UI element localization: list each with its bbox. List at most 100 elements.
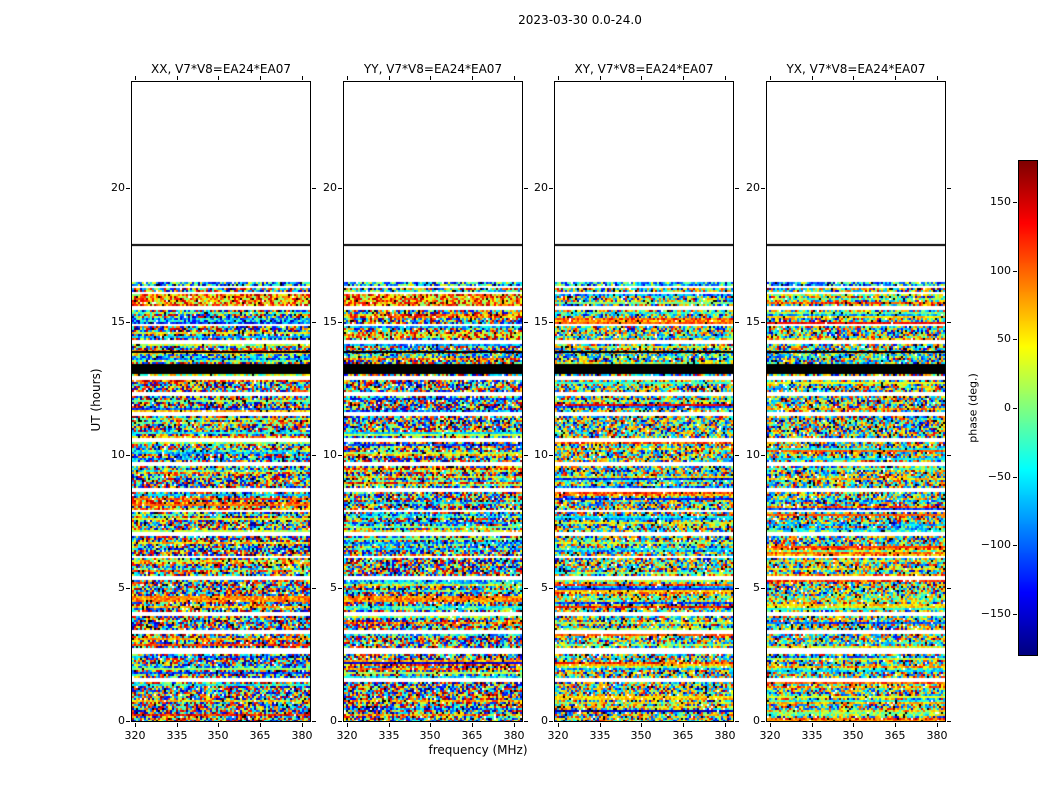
- y-tick: [524, 721, 528, 722]
- x-tick-label: 320: [547, 729, 569, 742]
- x-tick: [641, 76, 642, 80]
- x-tick: [430, 723, 431, 727]
- x-tick: [260, 76, 261, 80]
- x-tick-label: 380: [503, 729, 525, 742]
- y-tick: [312, 322, 316, 323]
- y-tick: [549, 188, 553, 189]
- colorbar-tick: [1013, 545, 1017, 546]
- x-tick: [812, 723, 813, 727]
- x-tick: [812, 76, 813, 80]
- y-tick-label: 15: [746, 315, 760, 328]
- x-tick: [600, 723, 601, 727]
- x-tick-label: 380: [926, 729, 948, 742]
- y-tick: [524, 588, 528, 589]
- x-tick: [937, 76, 938, 80]
- y-tick: [312, 455, 316, 456]
- panel-xy: [554, 81, 734, 722]
- x-tick: [177, 723, 178, 727]
- colorbar-tick-label: −150: [980, 607, 1011, 620]
- y-tick: [549, 322, 553, 323]
- colorbar-gradient: [1019, 161, 1037, 655]
- heatmap-yy: [344, 82, 522, 721]
- x-tick: [135, 76, 136, 80]
- y-tick: [549, 721, 553, 722]
- x-tick: [558, 723, 559, 727]
- y-tick: [549, 588, 553, 589]
- y-tick-label: 0: [118, 714, 125, 727]
- panel-title-xy: XY, V7*V8=EA24*EA07: [574, 62, 714, 76]
- x-tick-label: 335: [589, 729, 611, 742]
- y-tick: [761, 188, 765, 189]
- colorbar-tick-label: 50: [997, 332, 1011, 345]
- y-tick-label: 5: [541, 581, 548, 594]
- x-tick: [770, 723, 771, 727]
- colorbar-tick: [1013, 408, 1017, 409]
- y-tick-label: 0: [753, 714, 760, 727]
- x-tick: [472, 723, 473, 727]
- y-tick: [761, 322, 765, 323]
- y-tick: [735, 455, 739, 456]
- y-tick: [549, 455, 553, 456]
- y-tick: [312, 188, 316, 189]
- x-tick-label: 365: [461, 729, 483, 742]
- x-tick-label: 365: [884, 729, 906, 742]
- x-tick: [558, 76, 559, 80]
- x-tick: [895, 723, 896, 727]
- x-tick-label: 335: [378, 729, 400, 742]
- y-tick: [126, 455, 130, 456]
- y-tick: [524, 455, 528, 456]
- y-tick-label: 20: [746, 181, 760, 194]
- y-tick-label: 10: [323, 448, 337, 461]
- x-tick-label: 335: [166, 729, 188, 742]
- y-tick: [735, 322, 739, 323]
- y-tick-label: 5: [330, 581, 337, 594]
- x-tick-label: 320: [759, 729, 781, 742]
- x-tick: [218, 76, 219, 80]
- x-tick: [302, 76, 303, 80]
- y-tick: [338, 455, 342, 456]
- x-tick: [853, 76, 854, 80]
- x-tick: [389, 76, 390, 80]
- x-tick: [347, 76, 348, 80]
- panel-yx: [766, 81, 946, 722]
- colorbar-tick: [1013, 339, 1017, 340]
- y-axis-label: UT (hours): [89, 368, 103, 432]
- x-tick: [895, 76, 896, 80]
- y-tick: [761, 455, 765, 456]
- y-tick: [126, 188, 130, 189]
- y-tick: [947, 188, 951, 189]
- x-tick: [218, 723, 219, 727]
- x-tick: [683, 76, 684, 80]
- x-tick-label: 350: [630, 729, 652, 742]
- x-tick: [389, 723, 390, 727]
- x-axis-label: frequency (MHz): [428, 743, 528, 757]
- x-tick: [937, 723, 938, 727]
- y-tick: [312, 721, 316, 722]
- y-tick: [524, 322, 528, 323]
- x-tick-label: 320: [336, 729, 358, 742]
- y-tick: [761, 588, 765, 589]
- y-tick-label: 20: [111, 181, 125, 194]
- colorbar-tick: [1013, 202, 1017, 203]
- colorbar-tick-label: 0: [1004, 401, 1011, 414]
- x-tick: [514, 76, 515, 80]
- x-tick: [177, 76, 178, 80]
- y-tick-label: 5: [753, 581, 760, 594]
- x-tick: [135, 723, 136, 727]
- y-tick-label: 0: [330, 714, 337, 727]
- y-tick: [338, 322, 342, 323]
- colorbar-tick-label: −100: [980, 538, 1011, 551]
- y-tick: [947, 721, 951, 722]
- y-tick-label: 0: [541, 714, 548, 727]
- panel-title-xx: XX, V7*V8=EA24*EA07: [151, 62, 291, 76]
- y-tick: [338, 188, 342, 189]
- y-tick-label: 10: [111, 448, 125, 461]
- x-tick-label: 350: [842, 729, 864, 742]
- x-tick: [725, 723, 726, 727]
- x-tick: [853, 723, 854, 727]
- x-tick: [683, 723, 684, 727]
- colorbar-tick: [1013, 271, 1017, 272]
- x-tick: [430, 76, 431, 80]
- x-tick: [600, 76, 601, 80]
